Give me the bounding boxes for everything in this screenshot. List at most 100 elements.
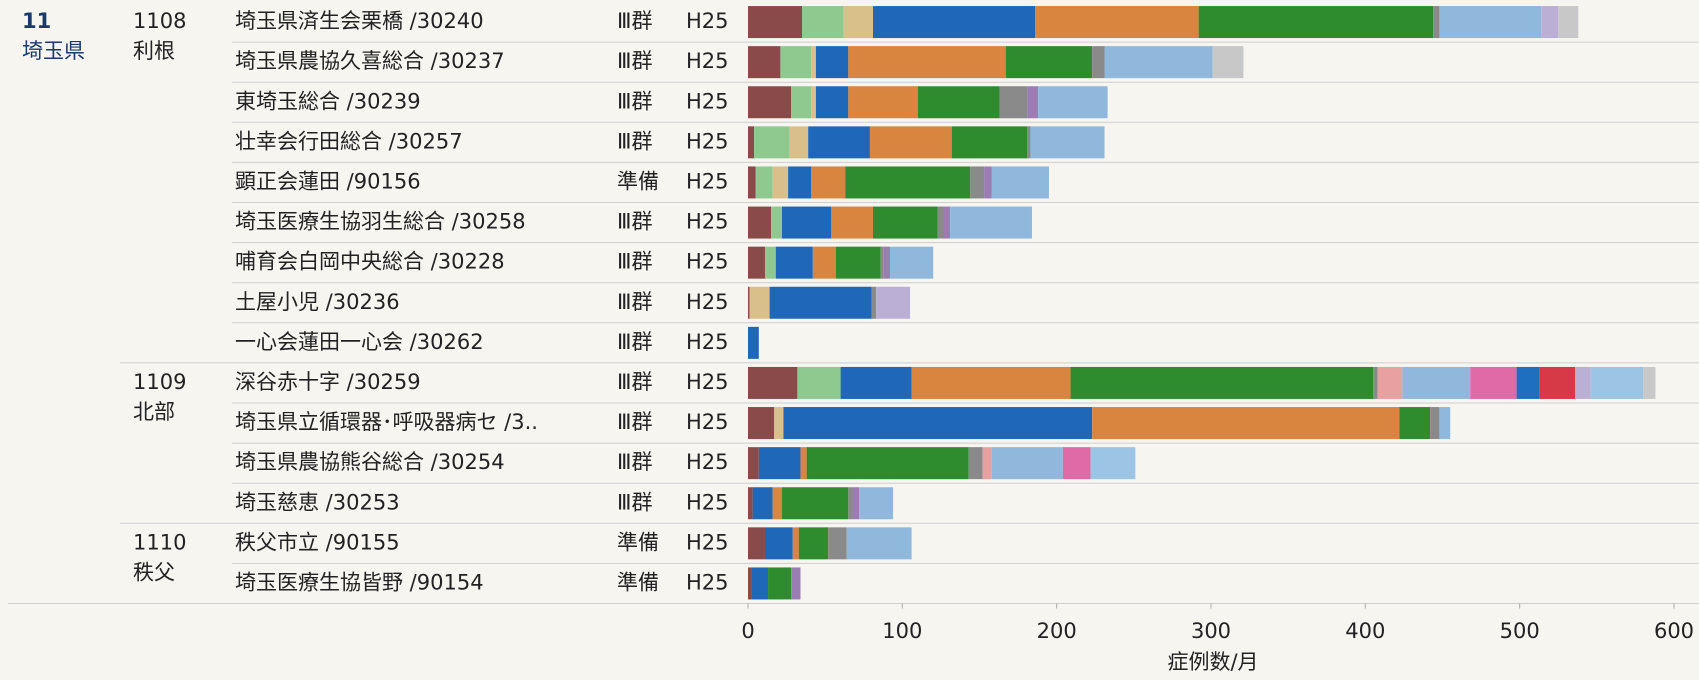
bar-segment [791, 567, 801, 600]
bar-segment [1198, 6, 1434, 39]
bar-segment [883, 246, 890, 279]
x-tick-label: 400 [1345, 619, 1385, 643]
bar-segment [748, 86, 792, 119]
bar-segment [1104, 46, 1213, 79]
bar-segment [1373, 366, 1378, 399]
x-tick-label: 100 [882, 619, 922, 643]
bar-segment [950, 206, 1032, 239]
bar-segment [852, 487, 860, 520]
year: H25 [686, 570, 729, 594]
bar-segment [748, 487, 753, 520]
bar-segment [880, 246, 884, 279]
bar-segment [1030, 126, 1105, 159]
bar-segment [806, 447, 969, 480]
bar-segment [771, 206, 782, 239]
hospital-name: 深谷赤十字 /30259 [235, 370, 421, 394]
bar-segment [789, 126, 809, 159]
group: 準備 [617, 169, 659, 193]
bar-segment [764, 246, 776, 279]
bar-segment [848, 86, 918, 119]
hospital-name: 土屋小児 /30236 [235, 290, 400, 314]
bar-segment [1516, 366, 1540, 399]
bar-segment [991, 447, 1063, 480]
hospital-name: 顕正会蓮田 /90156 [235, 169, 421, 193]
bar-segment [748, 286, 750, 319]
hospital-name: 一心会蓮田一心会 /30262 [235, 330, 484, 354]
year: H25 [686, 290, 729, 314]
bar-segment [1005, 46, 1093, 79]
bar-segment [859, 487, 894, 520]
bar-segment [764, 527, 793, 560]
bar-segment [751, 567, 769, 600]
bar-segment [815, 46, 849, 79]
bar-segment [815, 86, 849, 119]
bar-segment [828, 527, 847, 560]
bar-segment [911, 366, 1071, 399]
bar-segment [1539, 366, 1576, 399]
bar-segment [811, 86, 816, 119]
group: 準備 [617, 530, 659, 554]
x-tick-label: 0 [741, 619, 754, 643]
hospital-name: 埼玉医療生協皆野 /90154 [235, 570, 484, 594]
bar-segment [772, 166, 789, 199]
hospital-name: 埼玉医療生協羽生総合 /30258 [235, 210, 526, 234]
hospital-name: 秩父市立 /90155 [235, 530, 400, 554]
bar-segment [944, 206, 951, 239]
bar-segment [812, 246, 836, 279]
group: Ⅲ群 [617, 89, 652, 113]
bar-segment [1070, 366, 1374, 399]
bar-segment [889, 246, 934, 279]
region-code: 1109 [133, 370, 186, 394]
bar-segment [845, 166, 971, 199]
bar-segment [768, 567, 792, 600]
bar-segment [991, 166, 1049, 199]
bar-segment [869, 126, 952, 159]
bar-segment [1027, 86, 1039, 119]
bar-segment [1212, 46, 1244, 79]
bar-segment [970, 166, 985, 199]
bar-segment [835, 246, 881, 279]
bar-segment [1470, 366, 1517, 399]
prefecture-name: 埼玉県 [22, 39, 85, 63]
bar-segment [999, 86, 1028, 119]
bar-segment [800, 447, 807, 480]
group: Ⅲ群 [617, 290, 652, 314]
bar-segment [1038, 86, 1108, 119]
year: H25 [686, 450, 729, 474]
year: H25 [686, 250, 729, 274]
x-tick-label: 200 [1037, 619, 1077, 643]
x-axis-title: 症例数/月 [1167, 650, 1258, 674]
year: H25 [686, 129, 729, 153]
hospital-name: 埼玉慈恵 /30253 [235, 490, 400, 514]
hospital-name: 埼玉県農協久喜総合 /30237 [235, 49, 505, 73]
bar-segment [917, 86, 1000, 119]
bar-segment [848, 46, 1006, 79]
bar-segment [1062, 447, 1091, 480]
bar-segment [748, 46, 781, 79]
bar-segment [1377, 366, 1403, 399]
bar-segment [755, 166, 773, 199]
region-name: 北部 [133, 400, 175, 424]
bar-segment [848, 487, 853, 520]
bar-segment [758, 447, 801, 480]
bar-segment [871, 286, 877, 319]
bar-segment [1035, 6, 1199, 39]
region-code: 1110 [133, 530, 186, 554]
bar-segment [748, 407, 775, 440]
bar-segment [748, 527, 765, 560]
bar-segment [1399, 407, 1431, 440]
region-name: 利根 [133, 39, 175, 63]
bar-segment [748, 366, 798, 399]
bar-segment [748, 166, 756, 199]
year: H25 [686, 490, 729, 514]
group: Ⅲ群 [617, 410, 652, 434]
bar-segment [1430, 407, 1440, 440]
group: Ⅲ群 [617, 210, 652, 234]
group: Ⅲ群 [617, 49, 652, 73]
prefecture-code: 11 [22, 9, 51, 33]
bar-segment [769, 286, 872, 319]
group: Ⅲ群 [617, 9, 652, 33]
group: Ⅲ群 [617, 250, 652, 274]
bar-segment [781, 206, 832, 239]
